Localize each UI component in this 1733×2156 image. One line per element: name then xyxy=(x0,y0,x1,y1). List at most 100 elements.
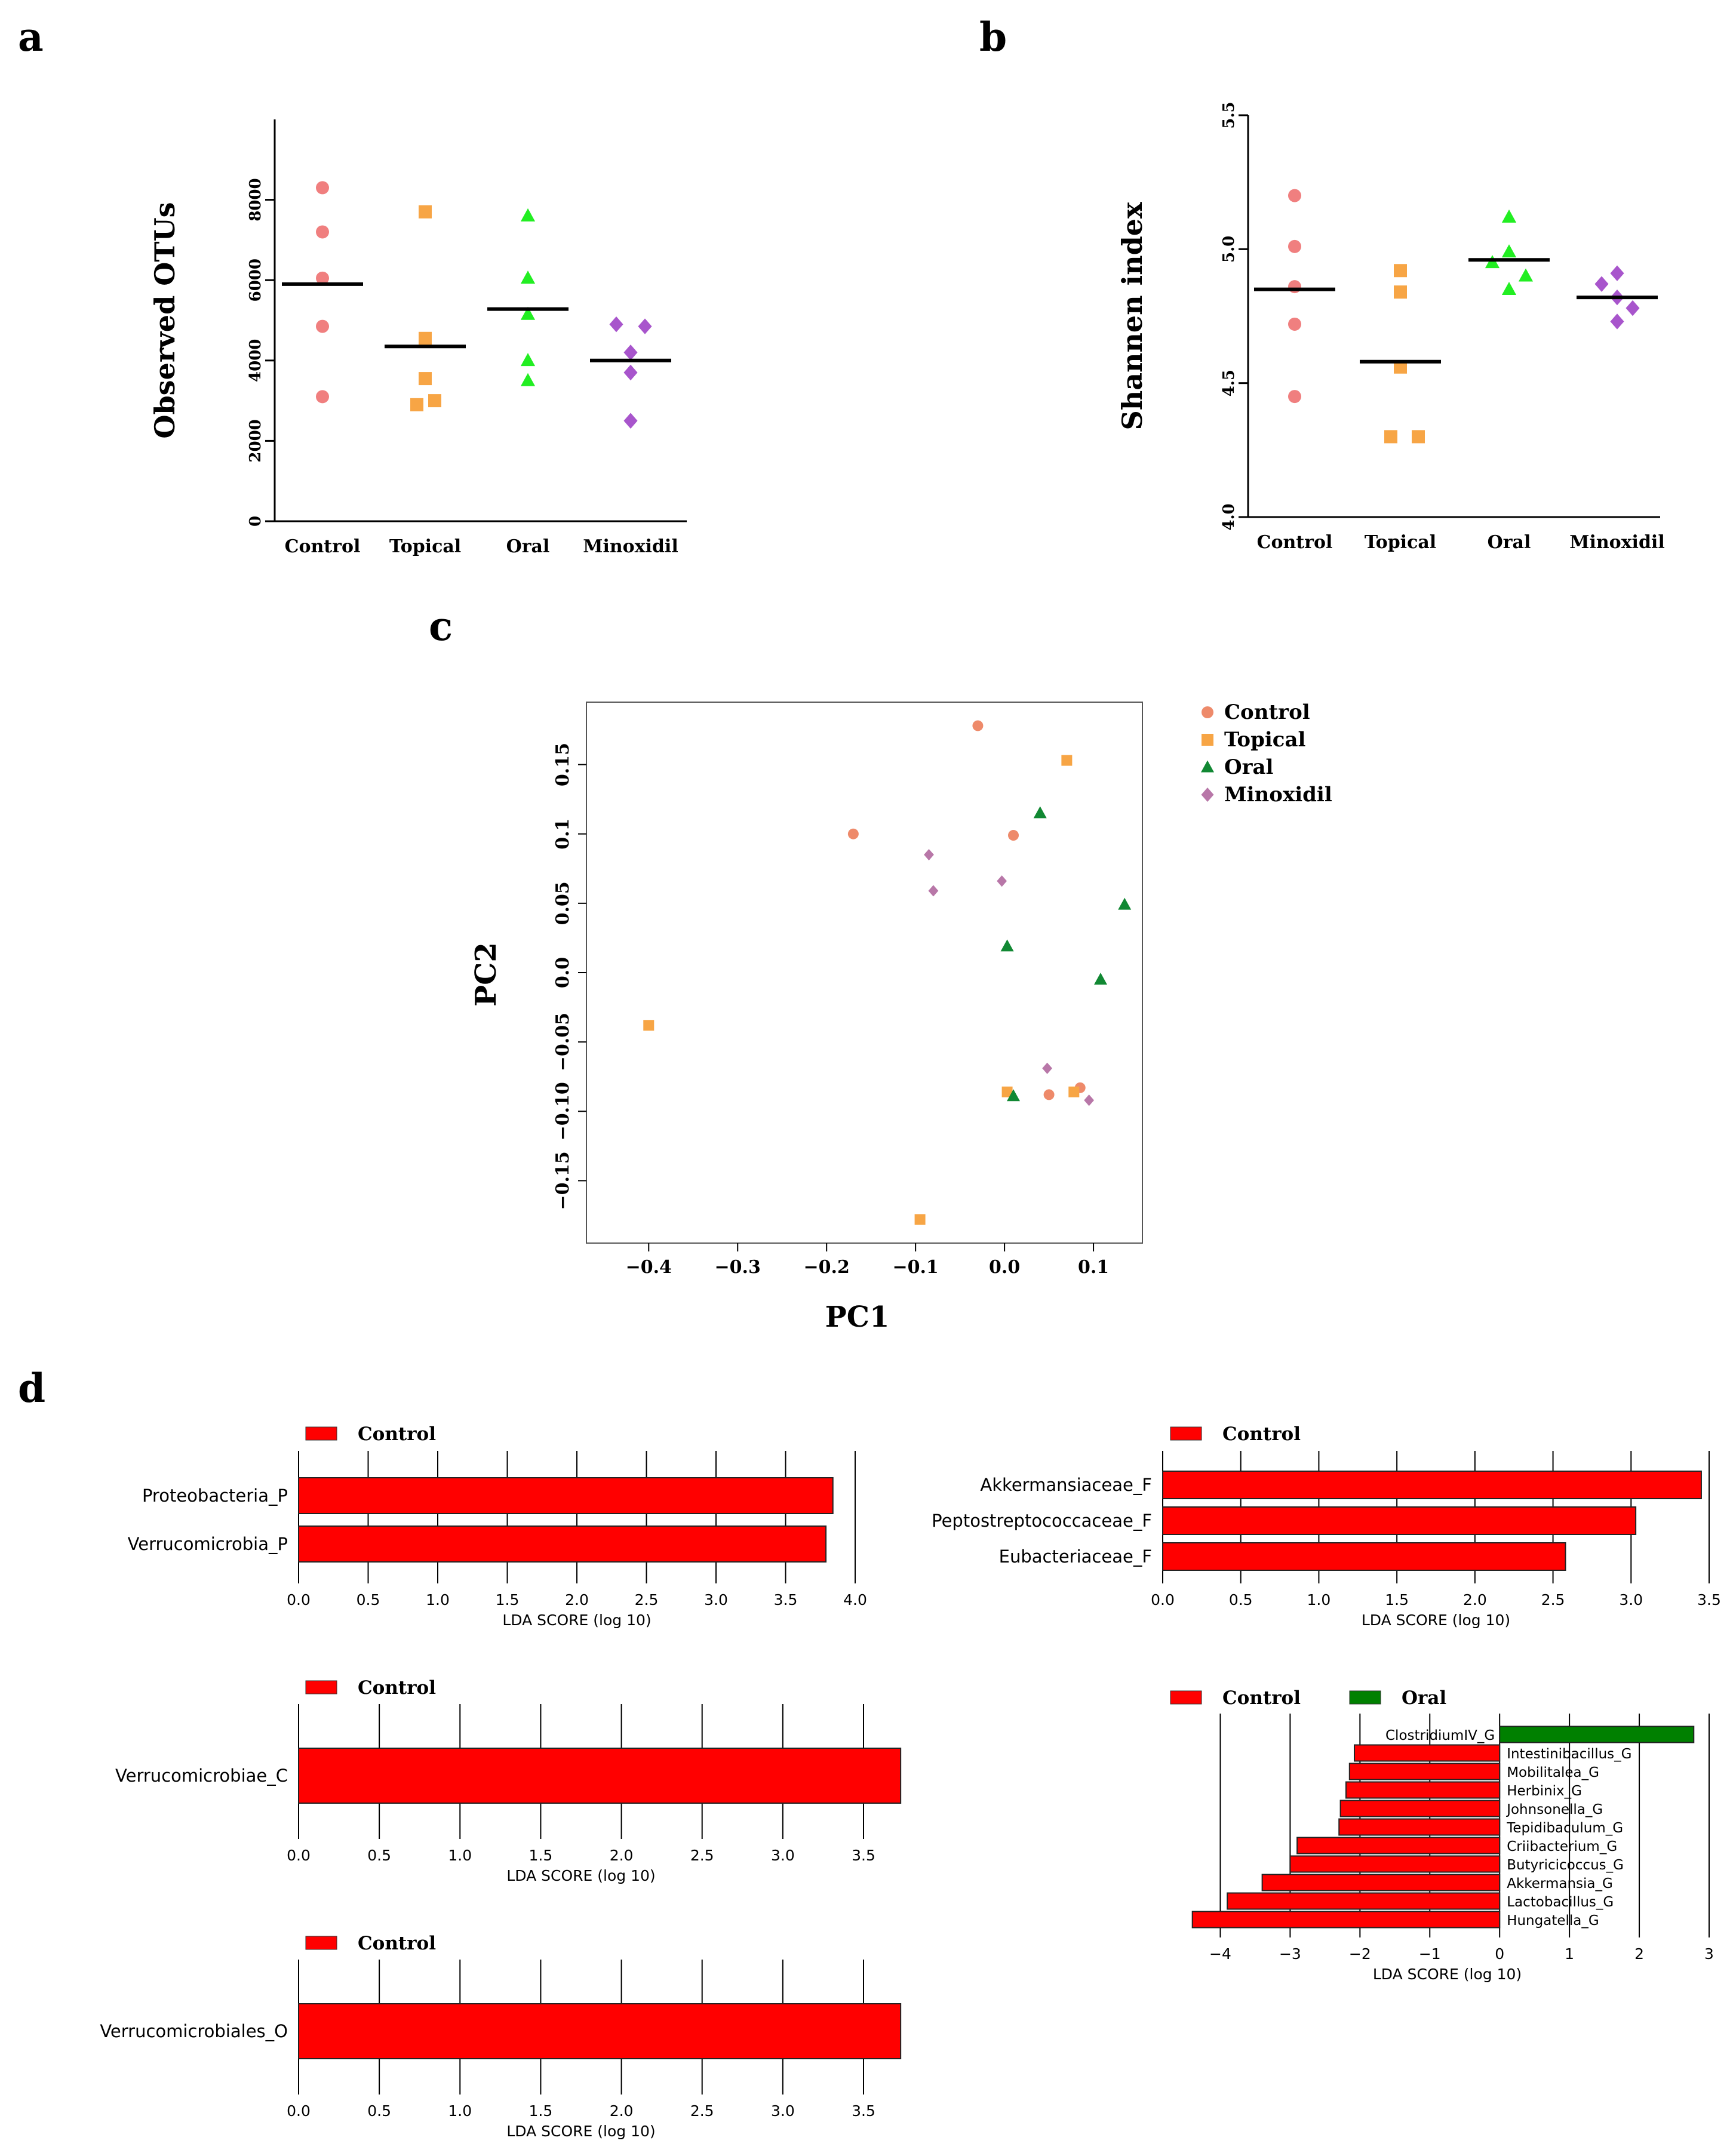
bar-label: Butyricicoccus_G xyxy=(1507,1857,1624,1873)
data-point xyxy=(316,319,329,333)
data-point xyxy=(1000,939,1014,952)
bar-label: Criibacterium_G xyxy=(1507,1839,1617,1854)
legend-swatch xyxy=(1170,1426,1202,1441)
y-tick-label: 8000 xyxy=(247,178,265,221)
data-point xyxy=(520,208,536,222)
y-tick-label: 0.0 xyxy=(552,957,573,988)
legend-swatch xyxy=(1170,1690,1202,1705)
x-tick-label: −3 xyxy=(1279,1945,1301,1963)
x-tick-label: 0.5 xyxy=(367,1847,391,1864)
y-tick-label: −0.15 xyxy=(552,1151,573,1210)
x-tick-label: 0.5 xyxy=(1229,1591,1253,1608)
data-point xyxy=(1594,276,1609,292)
data-point xyxy=(1288,189,1301,202)
x-tick-label: 2.0 xyxy=(565,1591,589,1608)
x-tick-label: Topical xyxy=(389,536,461,557)
x-tick-label: 3.0 xyxy=(704,1591,728,1608)
data-point xyxy=(419,372,432,386)
y-tick-label: 0.05 xyxy=(552,881,573,925)
data-point xyxy=(1518,268,1534,282)
x-tick-label: 0.0 xyxy=(989,1257,1020,1278)
data-point xyxy=(419,331,432,345)
data-point xyxy=(1501,244,1517,258)
x-tick-label: 3 xyxy=(1704,1945,1714,1963)
bar xyxy=(1289,1855,1501,1873)
bar xyxy=(1353,1744,1501,1762)
data-point xyxy=(847,828,859,839)
x-axis-title: LDA SCORE (log 10) xyxy=(502,1611,651,1629)
bar xyxy=(1499,1726,1695,1743)
x-tick-label: 2.0 xyxy=(610,1847,634,1864)
bar-label: Tepidibaculum_G xyxy=(1506,1820,1623,1836)
bar-label: Eubacteriaceae_F xyxy=(999,1546,1152,1567)
data-point xyxy=(1033,806,1047,819)
data-point xyxy=(1008,830,1019,841)
y-axis-title: Shannen index xyxy=(1116,202,1148,430)
data-point xyxy=(972,720,984,731)
bar-label: Herbinix_G xyxy=(1507,1783,1582,1799)
x-tick-label: Topical xyxy=(1365,532,1436,553)
y-tick-label: 0.15 xyxy=(552,743,573,786)
panel-label-c: c xyxy=(429,603,453,650)
x-tick-label: −0.4 xyxy=(626,1257,672,1278)
y-tick-label: 0.1 xyxy=(552,819,573,850)
x-tick-label: 0.0 xyxy=(287,1847,311,1864)
bar xyxy=(1345,1781,1501,1799)
x-tick-label: 2.5 xyxy=(690,2102,714,2120)
bar xyxy=(1348,1763,1501,1780)
x-tick-label: 1.0 xyxy=(426,1591,450,1608)
y-axis-title: PC2 xyxy=(469,942,503,1007)
chart-lefse-phylum: Control 0.0 0.5 1.0 1.5 2.0 2.5 3.0 3.5 4.0 LDA SC… xyxy=(128,1423,867,1629)
bar-label: Mobilitalea_G xyxy=(1507,1765,1599,1780)
data-point xyxy=(623,413,638,429)
legend-swatch xyxy=(1349,1690,1381,1705)
y-tick-label: 0 xyxy=(247,516,265,527)
legend-label: Control xyxy=(1224,700,1310,724)
data-point xyxy=(1610,265,1624,281)
chart-lefse-order: Control 0.0 0.5 1.0 1.5 2.0 2.5 3.0 3.5 LDA SCORE… xyxy=(100,1933,902,2140)
x-tick-label: 3.0 xyxy=(1619,1591,1643,1608)
bar xyxy=(298,1525,827,1563)
data-point xyxy=(316,181,329,195)
bar xyxy=(1296,1837,1501,1854)
bar xyxy=(298,1748,902,1804)
x-tick-label: 1 xyxy=(1565,1945,1574,1963)
data-point xyxy=(643,1020,655,1031)
legend-swatch xyxy=(305,1426,337,1441)
x-tick-label: 1.0 xyxy=(1307,1591,1331,1608)
data-point xyxy=(520,270,536,284)
legend-label: Control xyxy=(358,1677,436,1699)
bar xyxy=(1162,1506,1637,1535)
data-point xyxy=(1288,390,1301,404)
y-tick-label: 2000 xyxy=(247,419,265,462)
x-tick-label: −1 xyxy=(1419,1945,1441,1963)
x-tick-label: 1.0 xyxy=(448,1847,472,1864)
y-axis-title: Observed OTUs xyxy=(149,202,181,438)
legend-label: Minoxidil xyxy=(1224,783,1332,807)
chart-observed-otus: 0 2000 4000 6000 8000 Observed OTUs Control Top… xyxy=(149,119,687,557)
bar-label: Akkermansia_G xyxy=(1507,1876,1613,1892)
x-tick-label: Control xyxy=(285,536,361,557)
x-tick-label: −0.2 xyxy=(804,1257,850,1278)
legend-label: Control xyxy=(358,1423,436,1445)
x-tick-label: 3.5 xyxy=(852,2102,875,2120)
data-point xyxy=(1001,1086,1013,1097)
x-tick-label: 0.0 xyxy=(287,1591,311,1608)
bar xyxy=(1162,1471,1702,1499)
legend-swatch xyxy=(305,1936,337,1950)
x-tick-label: −0.3 xyxy=(715,1257,761,1278)
data-point xyxy=(997,875,1007,887)
data-point xyxy=(1042,1062,1053,1074)
x-axis-title: PC1 xyxy=(825,1300,890,1334)
legend-label: Topical xyxy=(1224,728,1305,752)
y-tick-label: −0.05 xyxy=(552,1013,573,1071)
bar-label: Akkermansiaceae_F xyxy=(980,1475,1152,1495)
data-point xyxy=(1610,313,1624,330)
bar xyxy=(298,2003,902,2059)
legend-label: Control xyxy=(358,1933,436,1954)
y-tick-label: 4.5 xyxy=(1220,370,1238,396)
data-point xyxy=(1394,285,1407,299)
data-point xyxy=(1043,1089,1055,1100)
legend-marker xyxy=(1202,734,1213,746)
bar xyxy=(1227,1892,1501,1910)
